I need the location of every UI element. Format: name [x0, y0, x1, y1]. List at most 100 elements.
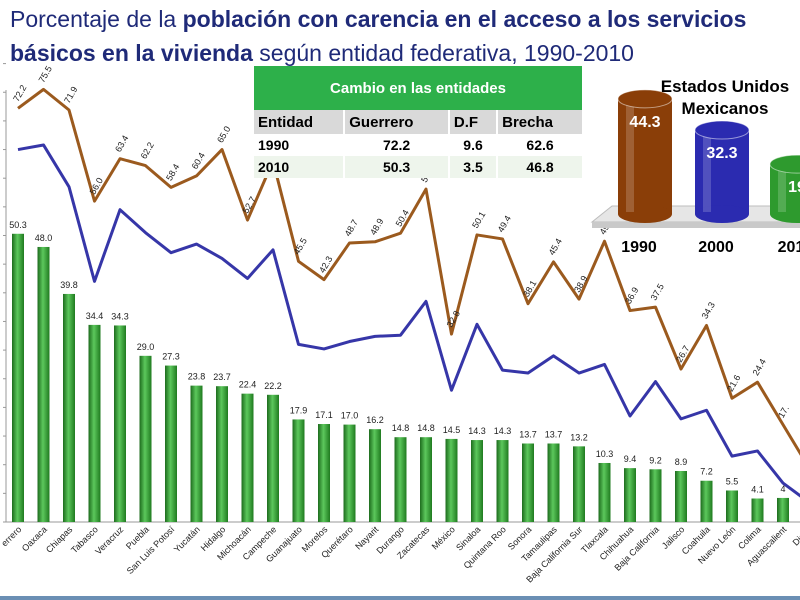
- bar-2010: [63, 293, 75, 522]
- line-value-label: 58.4: [164, 162, 181, 182]
- table-cell: 50.3: [344, 156, 450, 178]
- bar-2010: [598, 462, 611, 522]
- bar-2010: [318, 424, 330, 522]
- bar-2010: [343, 424, 356, 522]
- national-title-line: Estados Unidos: [660, 77, 790, 96]
- bar-2010: [547, 443, 560, 522]
- line-value-label: 42.3: [317, 254, 334, 274]
- bar-value-label: 9.4: [624, 454, 637, 464]
- bar-2010: [624, 468, 636, 522]
- table-cell: 62.6: [497, 134, 584, 156]
- bar-2010: [37, 246, 50, 522]
- line-series-2000: [17, 143, 800, 498]
- national-bar-top: [694, 120, 750, 140]
- bar-value-label: 4: [780, 484, 785, 494]
- bar-value-label: 14.8: [417, 423, 435, 433]
- bar-value-label: 16.2: [366, 415, 384, 425]
- national-chart-title: Estados Unidos Mexicanos: [640, 76, 800, 120]
- bar-2010: [496, 440, 509, 522]
- chart-title: Porcentaje de la población con carencia …: [10, 4, 800, 72]
- bar-2010: [573, 446, 585, 522]
- line-value-label: 65.0: [215, 124, 232, 144]
- national-bar-highlight: [626, 102, 634, 212]
- column-header-brecha: Brecha: [497, 110, 584, 134]
- bar-value-label: 22.2: [264, 381, 282, 391]
- bar-value-label: 14.3: [494, 426, 512, 436]
- bar-2010: [241, 393, 254, 522]
- bar-2010: [726, 490, 738, 522]
- bar-value-label: 10.3: [596, 449, 614, 459]
- national-bar-highlight: [778, 168, 786, 212]
- national-bar-base: [618, 205, 672, 223]
- bar-value-label: 8.9: [675, 457, 688, 467]
- footer-bar: [0, 596, 800, 600]
- line-value-label: 21.6: [725, 373, 742, 393]
- bar-value-label: 50.3: [9, 220, 27, 230]
- bar-2010: [649, 469, 662, 522]
- bar-value-label: 34.3: [111, 311, 129, 321]
- bar-2010: [165, 365, 177, 522]
- line-series-1990: [17, 87, 800, 456]
- bar-value-label: 29.0: [137, 342, 155, 352]
- bar-2010: [420, 437, 432, 522]
- bar-value-label: 5.5: [726, 476, 739, 486]
- table-row: 1990 72.2 9.6 62.6: [254, 134, 584, 156]
- title-part-2: población con carencia en el acceso a lo…: [182, 6, 747, 32]
- line-value-label: 45.4: [547, 237, 564, 257]
- national-year-label: 201: [778, 239, 800, 256]
- line-value-label: 48.9: [368, 217, 385, 237]
- x-tick-label: errero: [0, 524, 23, 548]
- line-value-label: 72.2: [11, 83, 28, 103]
- national-bar-value-label: 44.3: [629, 114, 660, 131]
- national-bar-top: [617, 89, 673, 109]
- title-part-1: Porcentaje de la: [10, 6, 183, 32]
- bar-value-label: 17.9: [290, 405, 308, 415]
- column-header-guerrero: Guerrero: [344, 110, 450, 134]
- bar-value-label: 39.8: [60, 280, 78, 290]
- national-year-label: 2000: [698, 239, 734, 256]
- national-year-label: 1990: [621, 239, 657, 256]
- table-cell-year: 2010: [254, 156, 346, 178]
- x-tick-label: Yucatán: [172, 524, 202, 554]
- line-value-label: 63.4: [113, 134, 130, 154]
- national-title-line: Mexicanos: [681, 99, 769, 118]
- column-header-entidad: Entidad: [254, 110, 346, 134]
- bar-value-label: 14.5: [443, 425, 461, 435]
- national-bar-base: [770, 205, 800, 223]
- bar-value-label: 23.8: [188, 372, 206, 382]
- bar-2010: [471, 440, 483, 522]
- bar-value-label: 14.8: [392, 423, 410, 433]
- bar-2010: [394, 437, 407, 522]
- bar-2010: [190, 385, 203, 522]
- bar-2010: [445, 438, 458, 522]
- national-bar-value-label: 19: [788, 179, 800, 196]
- table-row: 2010 50.3 3.5 46.8: [254, 156, 584, 178]
- table-cell: 3.5: [448, 156, 499, 178]
- bar-2010: [114, 325, 126, 522]
- national-platform-edge: [592, 222, 800, 228]
- bar-value-label: 4.1: [751, 485, 764, 495]
- table-cell: 46.8: [497, 156, 584, 178]
- line-value-label: 49.4: [496, 214, 513, 234]
- x-tick-label: México: [430, 524, 457, 551]
- bar-2010: [139, 355, 152, 522]
- bar-2010: [675, 471, 687, 522]
- bar-value-label: 13.7: [545, 429, 563, 439]
- national-bar: [695, 130, 749, 214]
- national-bar-highlight: [703, 134, 711, 212]
- bar-value-label: 27.3: [162, 352, 180, 362]
- bar-value-label: 22.4: [239, 380, 257, 390]
- line-value-label: 62.2: [139, 140, 156, 160]
- line-value-label: 36.9: [623, 285, 640, 305]
- bar-value-label: 13.7: [519, 429, 537, 439]
- bar-value-label: 14.3: [468, 426, 486, 436]
- bar-value-label: 34.4: [86, 311, 104, 321]
- table-cell-year: 1990: [254, 134, 346, 156]
- line-value-label: 37.5: [649, 282, 666, 302]
- change-table-header: Cambio en las entidades: [254, 66, 584, 110]
- x-tick-label: San Luis Potosí: [125, 524, 177, 576]
- bar-value-label: 17.1: [315, 410, 333, 420]
- national-bar: [618, 98, 672, 214]
- line-value-label: 71.9: [62, 85, 79, 105]
